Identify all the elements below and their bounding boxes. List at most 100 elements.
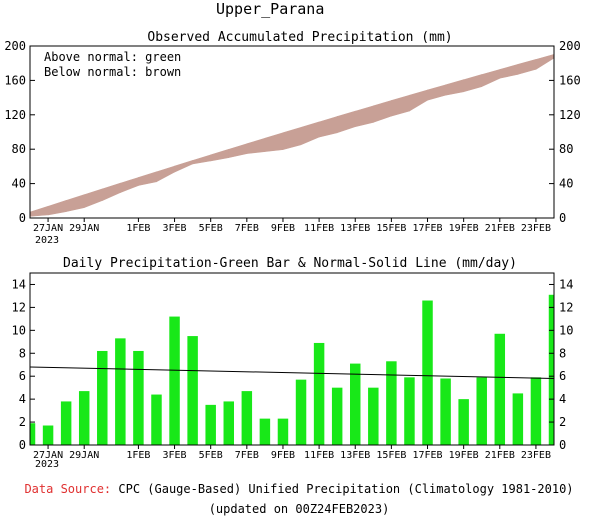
below-normal-segment bbox=[354, 105, 374, 128]
daily-x-tick-label: 23FEB bbox=[521, 450, 551, 461]
daily-bar bbox=[350, 363, 361, 445]
daily-bar bbox=[331, 387, 343, 445]
legend-below-normal: Below normal: brown bbox=[44, 65, 181, 79]
daily-bar bbox=[440, 378, 451, 445]
below-normal-segment bbox=[499, 64, 519, 79]
below-normal-segment bbox=[463, 74, 483, 93]
daily-x-tick-label: 13FEB bbox=[340, 450, 370, 461]
daily-bar bbox=[97, 350, 108, 445]
below-normal-segment bbox=[138, 171, 157, 186]
accumulated-y-axis: 0 0 40 40 80 80 120 120 160 160 200 200 bbox=[4, 39, 580, 225]
daily-year-label: 2023 bbox=[35, 459, 59, 470]
daily-bar bbox=[313, 342, 325, 445]
daily-x-tick-label: 19FEB bbox=[449, 450, 479, 461]
daily-y-tick-label-right: 0 bbox=[559, 438, 566, 452]
daily-y-tick-label-left: 2 bbox=[19, 415, 26, 429]
below-normal-segment bbox=[65, 194, 85, 213]
accumulated-x-tick-label: 19FEB bbox=[449, 223, 479, 234]
daily-x-tick-label: 3FEB bbox=[163, 450, 187, 461]
daily-plot-frame bbox=[29, 272, 555, 446]
daily-x-tick-label: 9FEB bbox=[271, 450, 295, 461]
daily-bar bbox=[295, 379, 307, 445]
daily-bar bbox=[386, 361, 397, 445]
daily-y-tick-label-right: 4 bbox=[559, 392, 566, 406]
below-normal-segment bbox=[174, 160, 193, 173]
page-title: Upper_Parana bbox=[216, 0, 324, 18]
daily-y-tick-label-left: 8 bbox=[19, 346, 26, 360]
accumulated-x-tick-label: 1FEB bbox=[126, 223, 150, 234]
below-normal-segment bbox=[391, 94, 410, 117]
accumulated-y-tick-label-left: 200 bbox=[4, 39, 26, 53]
accumulated-y-tick-label-left: 120 bbox=[4, 108, 26, 122]
data-source-text: CPC (Gauge-Based) Unified Precipitation … bbox=[111, 482, 574, 496]
accumulated-y-tick-label-left: 80 bbox=[12, 142, 26, 156]
below-normal-segment bbox=[47, 200, 67, 216]
accumulated-plot-frame bbox=[29, 45, 555, 219]
accumulated-y-tick-label-right: 80 bbox=[559, 142, 573, 156]
daily-bar bbox=[223, 401, 234, 445]
normal-line bbox=[29, 366, 555, 379]
daily-x-tick-label: 5FEB bbox=[199, 450, 223, 461]
accumulated-areas bbox=[29, 54, 555, 217]
daily-x-tick-label: 15FEB bbox=[376, 450, 406, 461]
daily-x-tick-label: 17FEB bbox=[412, 450, 442, 461]
accumulated-x-tick-label: 17FEB bbox=[412, 223, 442, 234]
accumulated-x-tick-label: 23FEB bbox=[521, 223, 551, 234]
updated-line: (updated on 00Z24FEB2023) bbox=[208, 502, 390, 516]
daily-x-tick-label: 29JAN bbox=[69, 450, 99, 461]
daily-bar bbox=[512, 393, 524, 445]
below-normal-segment bbox=[228, 143, 248, 159]
accumulated-y-tick-label-left: 160 bbox=[4, 73, 26, 87]
below-normal-segment bbox=[264, 132, 284, 152]
daily-x-tick-label: 21FEB bbox=[485, 450, 515, 461]
below-normal-segment bbox=[101, 182, 121, 202]
daily-y-tick-label-left: 6 bbox=[19, 369, 26, 383]
daily-bar bbox=[187, 336, 198, 445]
below-normal-segment bbox=[427, 84, 446, 101]
daily-bar bbox=[277, 418, 289, 445]
daily-y-tick-label-left: 14 bbox=[12, 277, 26, 291]
below-normal-segment bbox=[246, 137, 266, 154]
legend-above-normal: Above normal: green bbox=[44, 50, 181, 64]
daily-y-tick-label-right: 8 bbox=[559, 346, 566, 360]
daily-bar bbox=[169, 316, 180, 445]
accumulated-x-tick-label: 13FEB bbox=[340, 223, 370, 234]
below-normal-segment bbox=[300, 121, 320, 146]
accumulated-x-axis: 27JAN 29JAN 1FEB 3FEB 5FEB 7FEB 9FEB 11FEB 13FEB… bbox=[33, 218, 551, 234]
daily-y-tick-label-right: 10 bbox=[559, 323, 573, 337]
daily-bars bbox=[30, 294, 554, 445]
daily-bar bbox=[42, 425, 54, 445]
accumulated-y-tick-label-right: 40 bbox=[559, 177, 573, 191]
below-normal-segment bbox=[192, 154, 211, 165]
daily-bar bbox=[60, 401, 72, 445]
accumulated-x-tick-label: 29JAN bbox=[69, 223, 99, 234]
accumulated-y-tick-label-left: 40 bbox=[12, 177, 26, 191]
daily-bar bbox=[205, 404, 216, 445]
accumulated-y-tick-label-right: 0 bbox=[559, 211, 566, 225]
accumulated-x-tick-label: 15FEB bbox=[376, 223, 406, 234]
below-normal-segment bbox=[517, 59, 537, 75]
daily-y-tick-label-right: 12 bbox=[559, 300, 573, 314]
below-normal-segment bbox=[535, 54, 555, 70]
accumulated-x-tick-label: 3FEB bbox=[163, 223, 187, 234]
below-normal-segment bbox=[210, 148, 230, 162]
daily-bar bbox=[404, 377, 415, 445]
below-normal-segment bbox=[481, 69, 501, 88]
daily-bar bbox=[78, 391, 90, 445]
accumulated-chart: Observed Accumulated Precipitation (mm) … bbox=[4, 30, 580, 246]
daily-y-tick-label-right: 14 bbox=[559, 277, 573, 291]
data-source-line: Data Source: CPC (Gauge-Based) Unified P… bbox=[0, 482, 598, 496]
daily-bar bbox=[368, 387, 379, 445]
daily-y-tick-label-right: 2 bbox=[559, 415, 566, 429]
accumulated-year-label: 2023 bbox=[35, 235, 59, 246]
daily-chart-title: Daily Precipitation-Green Bar & Normal-S… bbox=[63, 256, 517, 271]
daily-x-tick-label: 1FEB bbox=[126, 450, 150, 461]
daily-bar bbox=[548, 294, 554, 445]
below-normal-segment bbox=[156, 165, 175, 183]
daily-bar bbox=[133, 350, 144, 445]
daily-bar bbox=[30, 423, 36, 445]
below-normal-segment bbox=[409, 89, 428, 112]
accumulated-x-tick-label: 9FEB bbox=[271, 223, 295, 234]
below-normal-segment bbox=[120, 177, 139, 193]
